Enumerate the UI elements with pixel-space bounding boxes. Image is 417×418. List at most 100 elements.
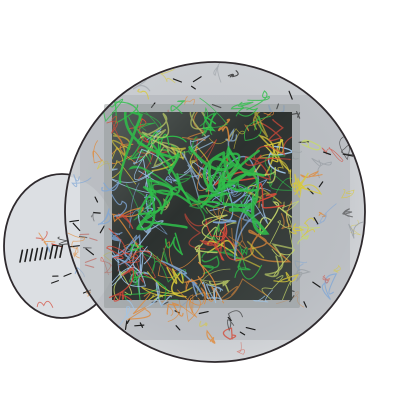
square-scribble: [128, 165, 178, 209]
disc-scribble: [160, 68, 176, 84]
lobe-stripe: [49, 245, 54, 260]
disc-scribble: [321, 273, 338, 300]
green-strand: [137, 143, 193, 215]
green-strand: [176, 173, 230, 209]
disc-scribble: [73, 246, 80, 259]
edge-scribble: [166, 302, 184, 317]
lobe-stripe: [19, 249, 24, 263]
disc-dash: [192, 76, 202, 83]
square-scribble: [243, 184, 282, 209]
disc-scribble: [92, 140, 103, 164]
square-scribble: [133, 135, 163, 169]
edge-scribble: [97, 208, 112, 226]
green-strand: [118, 112, 180, 184]
square-scribble: [141, 271, 193, 297]
lobe-stripe: [59, 244, 64, 259]
disc-dash: [150, 102, 156, 109]
disc-dash: [245, 327, 256, 331]
square-scribble: [161, 260, 205, 297]
edge-scribble: [273, 271, 299, 283]
lobe-stripe: [54, 245, 59, 259]
lobe-dash: [69, 219, 80, 223]
disc-dash: [318, 181, 324, 188]
square-scribble: [253, 136, 292, 161]
square-scribbles: [112, 112, 292, 300]
lobe-stripe: [44, 246, 49, 260]
edge-scribble: [243, 115, 271, 141]
square-scribble: [228, 227, 247, 249]
disc-scribble: [213, 62, 229, 83]
edge-scribble: [282, 200, 300, 212]
square-scribble: [209, 280, 230, 292]
edge-scribble: [252, 289, 273, 303]
square-scribble: [146, 131, 187, 158]
square-scribble: [261, 275, 292, 300]
disc-scribble: [199, 320, 208, 327]
edge-scribble: [170, 100, 186, 115]
disc-dash: [342, 153, 354, 157]
disc-outline: [64, 61, 366, 363]
square-scribble: [255, 182, 286, 209]
lobe-scribble: [45, 243, 51, 253]
square-scribble: [199, 239, 223, 257]
disc-scribble: [71, 174, 92, 188]
edge-scribble: [271, 248, 296, 277]
disc-scribble: [321, 146, 344, 162]
disc-scribble: [294, 260, 308, 271]
disc-dash: [288, 90, 293, 100]
square-scribble: [252, 112, 269, 138]
disc-scribble: [206, 329, 216, 344]
disc-scribble: [96, 160, 111, 171]
disc-dash: [124, 320, 128, 330]
square-scribble: [128, 241, 177, 279]
square-scribble: [150, 251, 187, 283]
lobe-dash: [51, 244, 63, 247]
lobe-scribble: [36, 300, 54, 308]
disc-scribble: [342, 208, 353, 218]
disc-dash: [72, 222, 81, 232]
square-scribble: [205, 193, 237, 240]
square-scribble: [132, 230, 152, 274]
edge-scribble: [177, 289, 205, 318]
lobe-stripe: [34, 247, 39, 262]
square-scribble: [164, 232, 184, 256]
disc-scribble: [301, 217, 315, 238]
disc-dash: [172, 78, 182, 83]
edge-scribble: [235, 107, 259, 117]
overlay-strokes: [97, 86, 323, 328]
square-scribble: [207, 239, 238, 257]
lobe-dash: [63, 272, 72, 277]
square-scribble: [234, 178, 260, 214]
square-scribble: [211, 184, 237, 224]
square-scribble: [129, 118, 151, 144]
disc-dash: [175, 325, 181, 331]
square-scribble: [208, 128, 246, 150]
disc-dash: [312, 281, 321, 288]
disc-dash: [313, 217, 319, 225]
edge-scribble: [101, 181, 120, 192]
square-scribble: [191, 165, 220, 193]
square-scribble: [263, 138, 284, 163]
green-strand: [222, 190, 270, 235]
square-scribble: [264, 155, 292, 191]
lobe-scribble: [38, 232, 56, 246]
disc-dash: [303, 301, 307, 308]
square-scribble: [147, 294, 164, 300]
square-scribble: [234, 264, 263, 280]
lobe-dash: [69, 245, 80, 248]
disc-scribble: [226, 310, 243, 332]
square-scribble: [173, 152, 200, 199]
square-scribble: [184, 213, 212, 250]
disc-scribble: [348, 221, 364, 239]
disc-scribble: [300, 170, 323, 179]
disc-scribble: [222, 327, 237, 340]
edge-scribble: [246, 90, 270, 111]
lobe-stripe: [39, 247, 44, 261]
square-scribble: [244, 112, 274, 132]
edge-scribble: [106, 228, 133, 260]
square-scribble: [112, 143, 137, 164]
lobe-scribble: [35, 231, 48, 242]
lobe-stripe: [29, 248, 34, 262]
edge-scribble: [145, 282, 172, 309]
